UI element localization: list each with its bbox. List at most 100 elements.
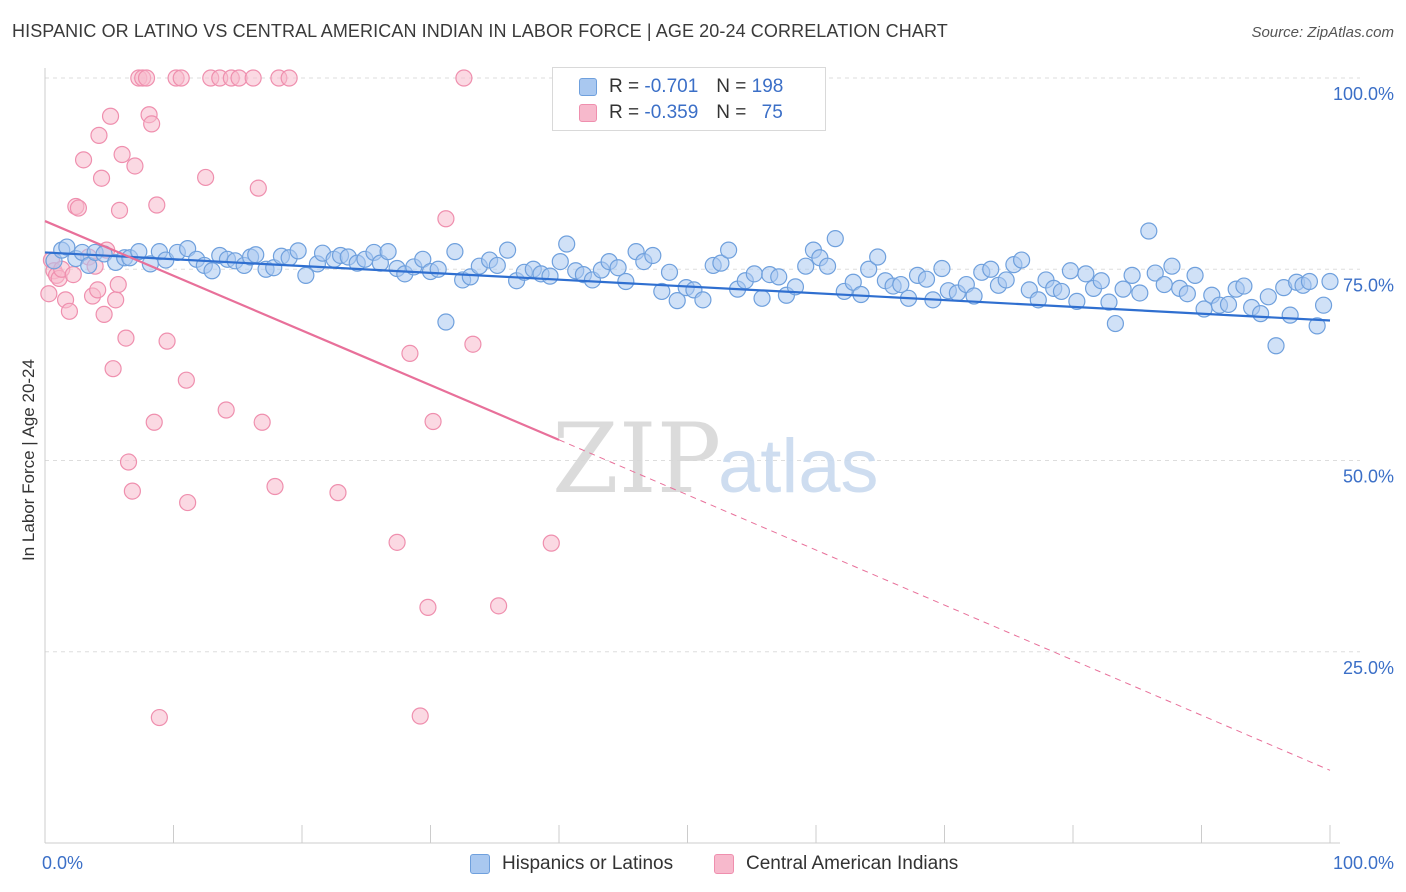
data-point xyxy=(247,246,265,264)
data-point xyxy=(74,151,93,169)
legend-row-hispanics: R = -0.701 N = 198 xyxy=(579,75,783,99)
data-point xyxy=(541,267,559,285)
watermark: ZIP atlas xyxy=(552,403,879,515)
data-point xyxy=(104,360,122,378)
data-point xyxy=(558,235,576,253)
bottom-legend-swatch-blue xyxy=(470,854,490,874)
data-point xyxy=(90,126,108,144)
legend-row-central-american: R = -0.359 N = 75 xyxy=(579,101,783,125)
data-point xyxy=(446,243,464,261)
data-point xyxy=(244,69,262,87)
data-point xyxy=(753,289,771,307)
data-point xyxy=(69,199,88,217)
data-point xyxy=(89,281,107,299)
data-point xyxy=(488,256,506,275)
y-axis-label: In Labor Force | Age 20-24 xyxy=(19,359,38,561)
data-point xyxy=(720,241,738,259)
chart-title: HISPANIC OR LATINO VS CENTRAL AMERICAN I… xyxy=(12,21,948,41)
data-point xyxy=(1235,277,1253,295)
data-point xyxy=(668,292,686,310)
data-point xyxy=(177,371,195,389)
data-point xyxy=(419,598,437,616)
bottom-legend-label: Central American Indians xyxy=(746,853,959,874)
bottom-legend-hispanics: Hispanics or Latinos xyxy=(470,852,673,876)
data-point xyxy=(1106,314,1125,333)
data-point xyxy=(1052,282,1071,301)
data-point xyxy=(499,241,517,259)
data-point xyxy=(464,335,482,353)
data-point xyxy=(148,196,166,214)
data-point xyxy=(217,401,235,419)
data-point xyxy=(158,332,176,350)
data-point xyxy=(253,413,271,431)
data-point xyxy=(797,257,815,275)
data-point xyxy=(1281,306,1299,324)
data-point xyxy=(126,157,144,175)
data-point xyxy=(1146,264,1164,282)
data-point xyxy=(551,253,569,271)
data-point xyxy=(1252,305,1270,323)
legend-r-value: -0.359 xyxy=(644,102,699,123)
data-point xyxy=(145,413,163,431)
data-point xyxy=(109,275,127,294)
data-point xyxy=(379,243,397,261)
legend-swatch-pink xyxy=(579,104,597,122)
source-label: Source: ZipAtlas.com xyxy=(1251,24,1394,41)
legend-swatch-blue xyxy=(579,78,597,96)
data-point xyxy=(892,275,910,294)
data-point xyxy=(414,250,432,268)
data-point xyxy=(997,271,1015,289)
data-point xyxy=(1012,251,1031,269)
data-point xyxy=(137,69,156,87)
data-point xyxy=(542,534,560,552)
data-point xyxy=(429,260,447,278)
data-point xyxy=(297,266,315,284)
data-point xyxy=(110,201,129,219)
data-point xyxy=(860,260,878,278)
y-tick-label: 75.0% xyxy=(1343,275,1394,295)
data-point xyxy=(660,263,679,281)
data-point xyxy=(1186,266,1204,284)
data-point xyxy=(203,262,221,280)
legend-box: R = -0.701 N = 198 R = -0.359 N = 75 xyxy=(552,67,826,131)
data-point xyxy=(107,291,125,309)
data-point xyxy=(1308,317,1326,335)
data-point xyxy=(388,533,406,551)
data-point xyxy=(455,69,473,87)
legend-n-value: 75 xyxy=(761,102,783,123)
data-point xyxy=(770,268,788,286)
data-point xyxy=(1259,288,1277,306)
data-point xyxy=(1100,293,1118,311)
data-point xyxy=(644,246,662,265)
data-point xyxy=(266,477,284,496)
data-point xyxy=(130,243,148,261)
data-point xyxy=(1267,337,1285,355)
data-point xyxy=(1077,265,1095,283)
data-point xyxy=(179,493,197,512)
trendline-central-american xyxy=(44,220,560,441)
data-point xyxy=(844,273,862,291)
bottom-legend-swatch-pink xyxy=(714,854,734,874)
legend-n-label: N = xyxy=(716,102,747,123)
data-point xyxy=(933,259,951,278)
bottom-legend-central-american: Central American Indians xyxy=(714,852,958,876)
data-point xyxy=(653,282,671,301)
legend-r-value: -0.701 xyxy=(644,76,699,97)
data-point xyxy=(113,145,131,164)
data-point xyxy=(1092,272,1110,290)
trendline-central-american-extension xyxy=(558,439,1331,771)
legend-n-value: 198 xyxy=(751,76,784,97)
data-point xyxy=(401,344,419,362)
data-point xyxy=(694,291,712,309)
data-point xyxy=(1131,284,1149,302)
axes xyxy=(44,68,1340,844)
x-tick-label: 0.0% xyxy=(42,853,83,873)
watermark-atlas: atlas xyxy=(718,424,879,509)
data-point xyxy=(965,287,983,305)
data-point xyxy=(411,707,429,725)
data-point xyxy=(40,285,58,303)
data-point xyxy=(95,305,113,323)
data-point xyxy=(869,248,887,266)
data-point xyxy=(150,708,168,727)
